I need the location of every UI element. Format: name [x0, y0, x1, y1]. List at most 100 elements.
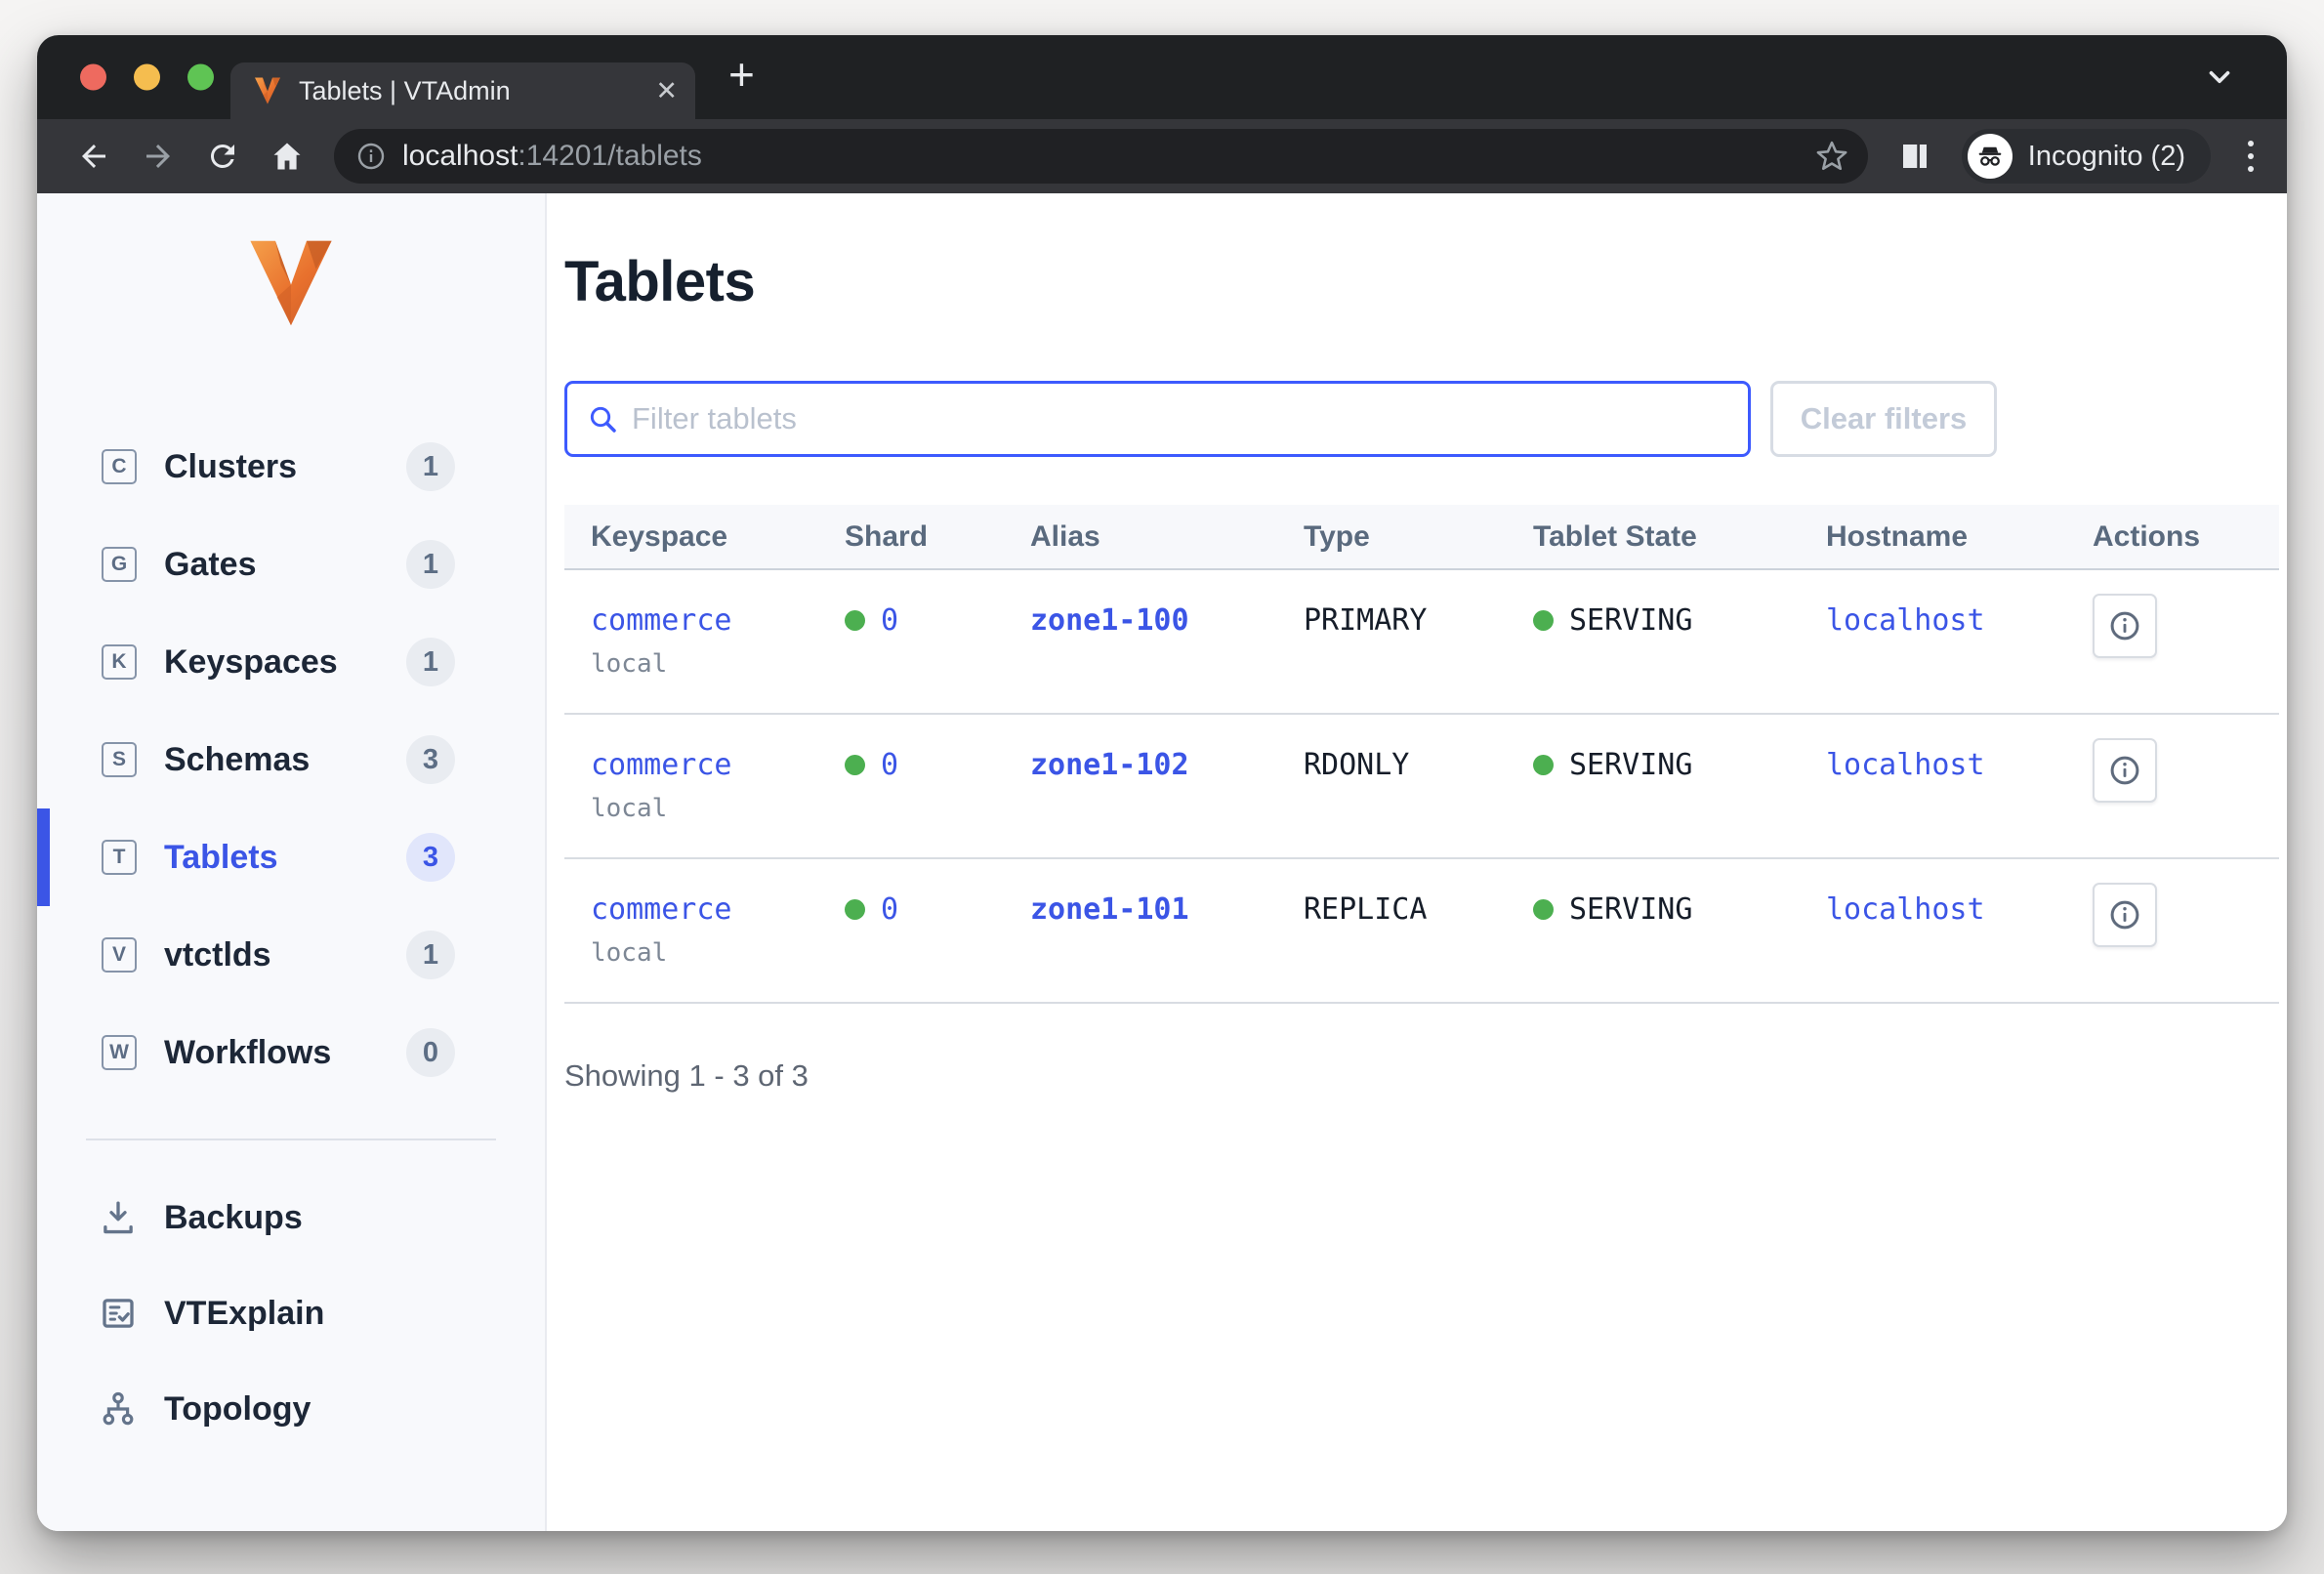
topology-icon: [103, 1391, 134, 1426]
minimize-window-button[interactable]: [134, 63, 160, 91]
url-text[interactable]: localhost:14201/tablets: [402, 140, 1800, 173]
keyspace-link[interactable]: commerce: [591, 892, 732, 927]
actions-cell: [2066, 859, 2279, 947]
hostname-cell: localhost: [1800, 715, 2066, 782]
sidebar-item-count-badge: 1: [406, 442, 455, 491]
keyspace-cell: commerce local: [564, 570, 818, 679]
tablets-table: Keyspace Shard Alias Type Tablet State Hostna…: [564, 505, 2279, 1004]
new-tab-button[interactable]: +: [728, 49, 755, 100]
column-header-hostname: Hostname: [1826, 519, 1969, 553]
alias-link[interactable]: zone1-100: [1030, 603, 1189, 638]
incognito-badge[interactable]: Incognito (2): [1961, 129, 2211, 184]
keyspace-link[interactable]: commerce: [591, 748, 732, 782]
tablet-state: SERVING: [1569, 748, 1693, 782]
incognito-icon: [1967, 134, 2013, 179]
w-square-icon: W: [102, 1035, 137, 1070]
column-header-actions: Actions: [2093, 519, 2201, 553]
tablet-info-button[interactable]: [2093, 738, 2157, 803]
window-controls[interactable]: [80, 63, 214, 91]
alias-cell: zone1-100: [1004, 570, 1277, 638]
sidebar-item-count-badge: 1: [406, 638, 455, 686]
shard-status-dot: [845, 899, 865, 920]
keyspace-cell: commerce local: [564, 859, 818, 968]
tablet-row: commerce local 0 zone1-100 PRIMARY SERVING loc…: [564, 570, 2279, 715]
tablet-info-button[interactable]: [2093, 883, 2157, 947]
column-header-type: Type: [1304, 519, 1370, 553]
url-host: localhost: [402, 140, 519, 172]
g-square-icon: G: [102, 547, 137, 582]
cluster-name: local: [591, 794, 668, 823]
sidebar-item-label: Schemas: [164, 740, 311, 778]
v-square-icon: V: [102, 937, 137, 973]
shard-link[interactable]: 0: [881, 748, 899, 782]
sidebar-item-tablets[interactable]: T Tablets 3: [37, 808, 545, 906]
column-header-keyspace: Keyspace: [591, 519, 728, 553]
shard-link[interactable]: 0: [881, 603, 899, 638]
shard-link[interactable]: 0: [881, 892, 899, 927]
reload-icon[interactable]: [205, 139, 240, 174]
k-square-icon: K: [102, 644, 137, 680]
browser-menu-icon[interactable]: [2240, 137, 2262, 176]
alias-link[interactable]: zone1-101: [1030, 892, 1189, 927]
sidebar-item-workflows[interactable]: W Workflows 0: [37, 1004, 545, 1101]
tablet-row: commerce local 0 zone1-102 RDONLY SERVING loca…: [564, 715, 2279, 859]
tablet-type: RDONLY: [1304, 748, 1410, 782]
sidebar-item-label: Gates: [164, 545, 257, 583]
sidebar-divider: [86, 1139, 496, 1140]
sidebar-item-vtexplain[interactable]: VTExplain: [37, 1265, 545, 1361]
sidebar-item-backups[interactable]: Backups: [37, 1170, 545, 1265]
shard-cell: 0: [818, 570, 1004, 638]
hostname-link[interactable]: localhost: [1826, 748, 1985, 782]
sidebar-item-count-badge: 1: [406, 540, 455, 589]
sidebar-item-label: Clusters: [164, 447, 298, 485]
column-header-alias: Alias: [1030, 519, 1100, 553]
tablet-info-button[interactable]: [2093, 594, 2157, 658]
zoom-window-button[interactable]: [187, 63, 214, 91]
tablet-state: SERVING: [1569, 892, 1693, 927]
site-info-icon[interactable]: [355, 141, 387, 172]
type-cell: RDONLY: [1277, 715, 1507, 782]
browser-tab[interactable]: Tablets | VTAdmin ✕: [230, 62, 695, 119]
sidebar-item-label: Tablets: [164, 838, 278, 876]
info-icon: [2110, 756, 2139, 785]
tab-search-chevron-icon[interactable]: [2203, 61, 2236, 94]
shard-status-dot: [845, 610, 865, 631]
sidebar-item-count-badge: 0: [406, 1028, 455, 1077]
hostname-cell: localhost: [1800, 570, 2066, 638]
cluster-name: local: [591, 649, 668, 679]
home-icon[interactable]: [270, 139, 305, 174]
clear-filters-button[interactable]: Clear filters: [1770, 381, 1997, 457]
alias-link[interactable]: zone1-102: [1030, 748, 1189, 782]
sidebar-item-label: Workflows: [164, 1033, 332, 1071]
back-icon[interactable]: [76, 139, 111, 174]
state-cell: SERVING: [1507, 570, 1800, 638]
state-cell: SERVING: [1507, 859, 1800, 927]
shard-cell: 0: [818, 715, 1004, 782]
forward-icon[interactable]: [141, 139, 176, 174]
keyspace-link[interactable]: commerce: [591, 603, 732, 638]
sidebar: C Clusters 1 G Gates 1 K Keyspaces 1 S Schemas 3 T Ta…: [37, 193, 547, 1531]
state-cell: SERVING: [1507, 715, 1800, 782]
sidebar-item-clusters[interactable]: C Clusters 1: [37, 418, 545, 516]
side-panel-icon[interactable]: [1897, 139, 1932, 174]
sidebar-item-gates[interactable]: G Gates 1: [37, 516, 545, 613]
tab-close-icon[interactable]: ✕: [655, 75, 678, 105]
t-square-icon: T: [102, 840, 137, 875]
address-bar[interactable]: localhost:14201/tablets: [334, 129, 1868, 184]
hostname-link[interactable]: localhost: [1826, 892, 1985, 927]
close-window-button[interactable]: [80, 63, 106, 91]
sidebar-item-count-badge: 1: [406, 931, 455, 979]
sidebar-item-topology[interactable]: Topology: [37, 1361, 545, 1457]
tab-bar: Tablets | VTAdmin ✕ +: [37, 35, 2287, 119]
page-title: Tablets: [564, 250, 756, 313]
hostname-link[interactable]: localhost: [1826, 603, 1985, 638]
shard-status-dot: [845, 755, 865, 775]
column-header-shard: Shard: [845, 519, 929, 553]
sidebar-item-schemas[interactable]: S Schemas 3: [37, 711, 545, 808]
shard-cell: 0: [818, 859, 1004, 927]
sidebar-item-keyspaces[interactable]: K Keyspaces 1: [37, 613, 545, 711]
bookmark-star-icon[interactable]: [1815, 140, 1848, 173]
filter-tablets-input[interactable]: [632, 401, 1730, 436]
result-count: Showing 1 - 3 of 3: [564, 1058, 809, 1093]
